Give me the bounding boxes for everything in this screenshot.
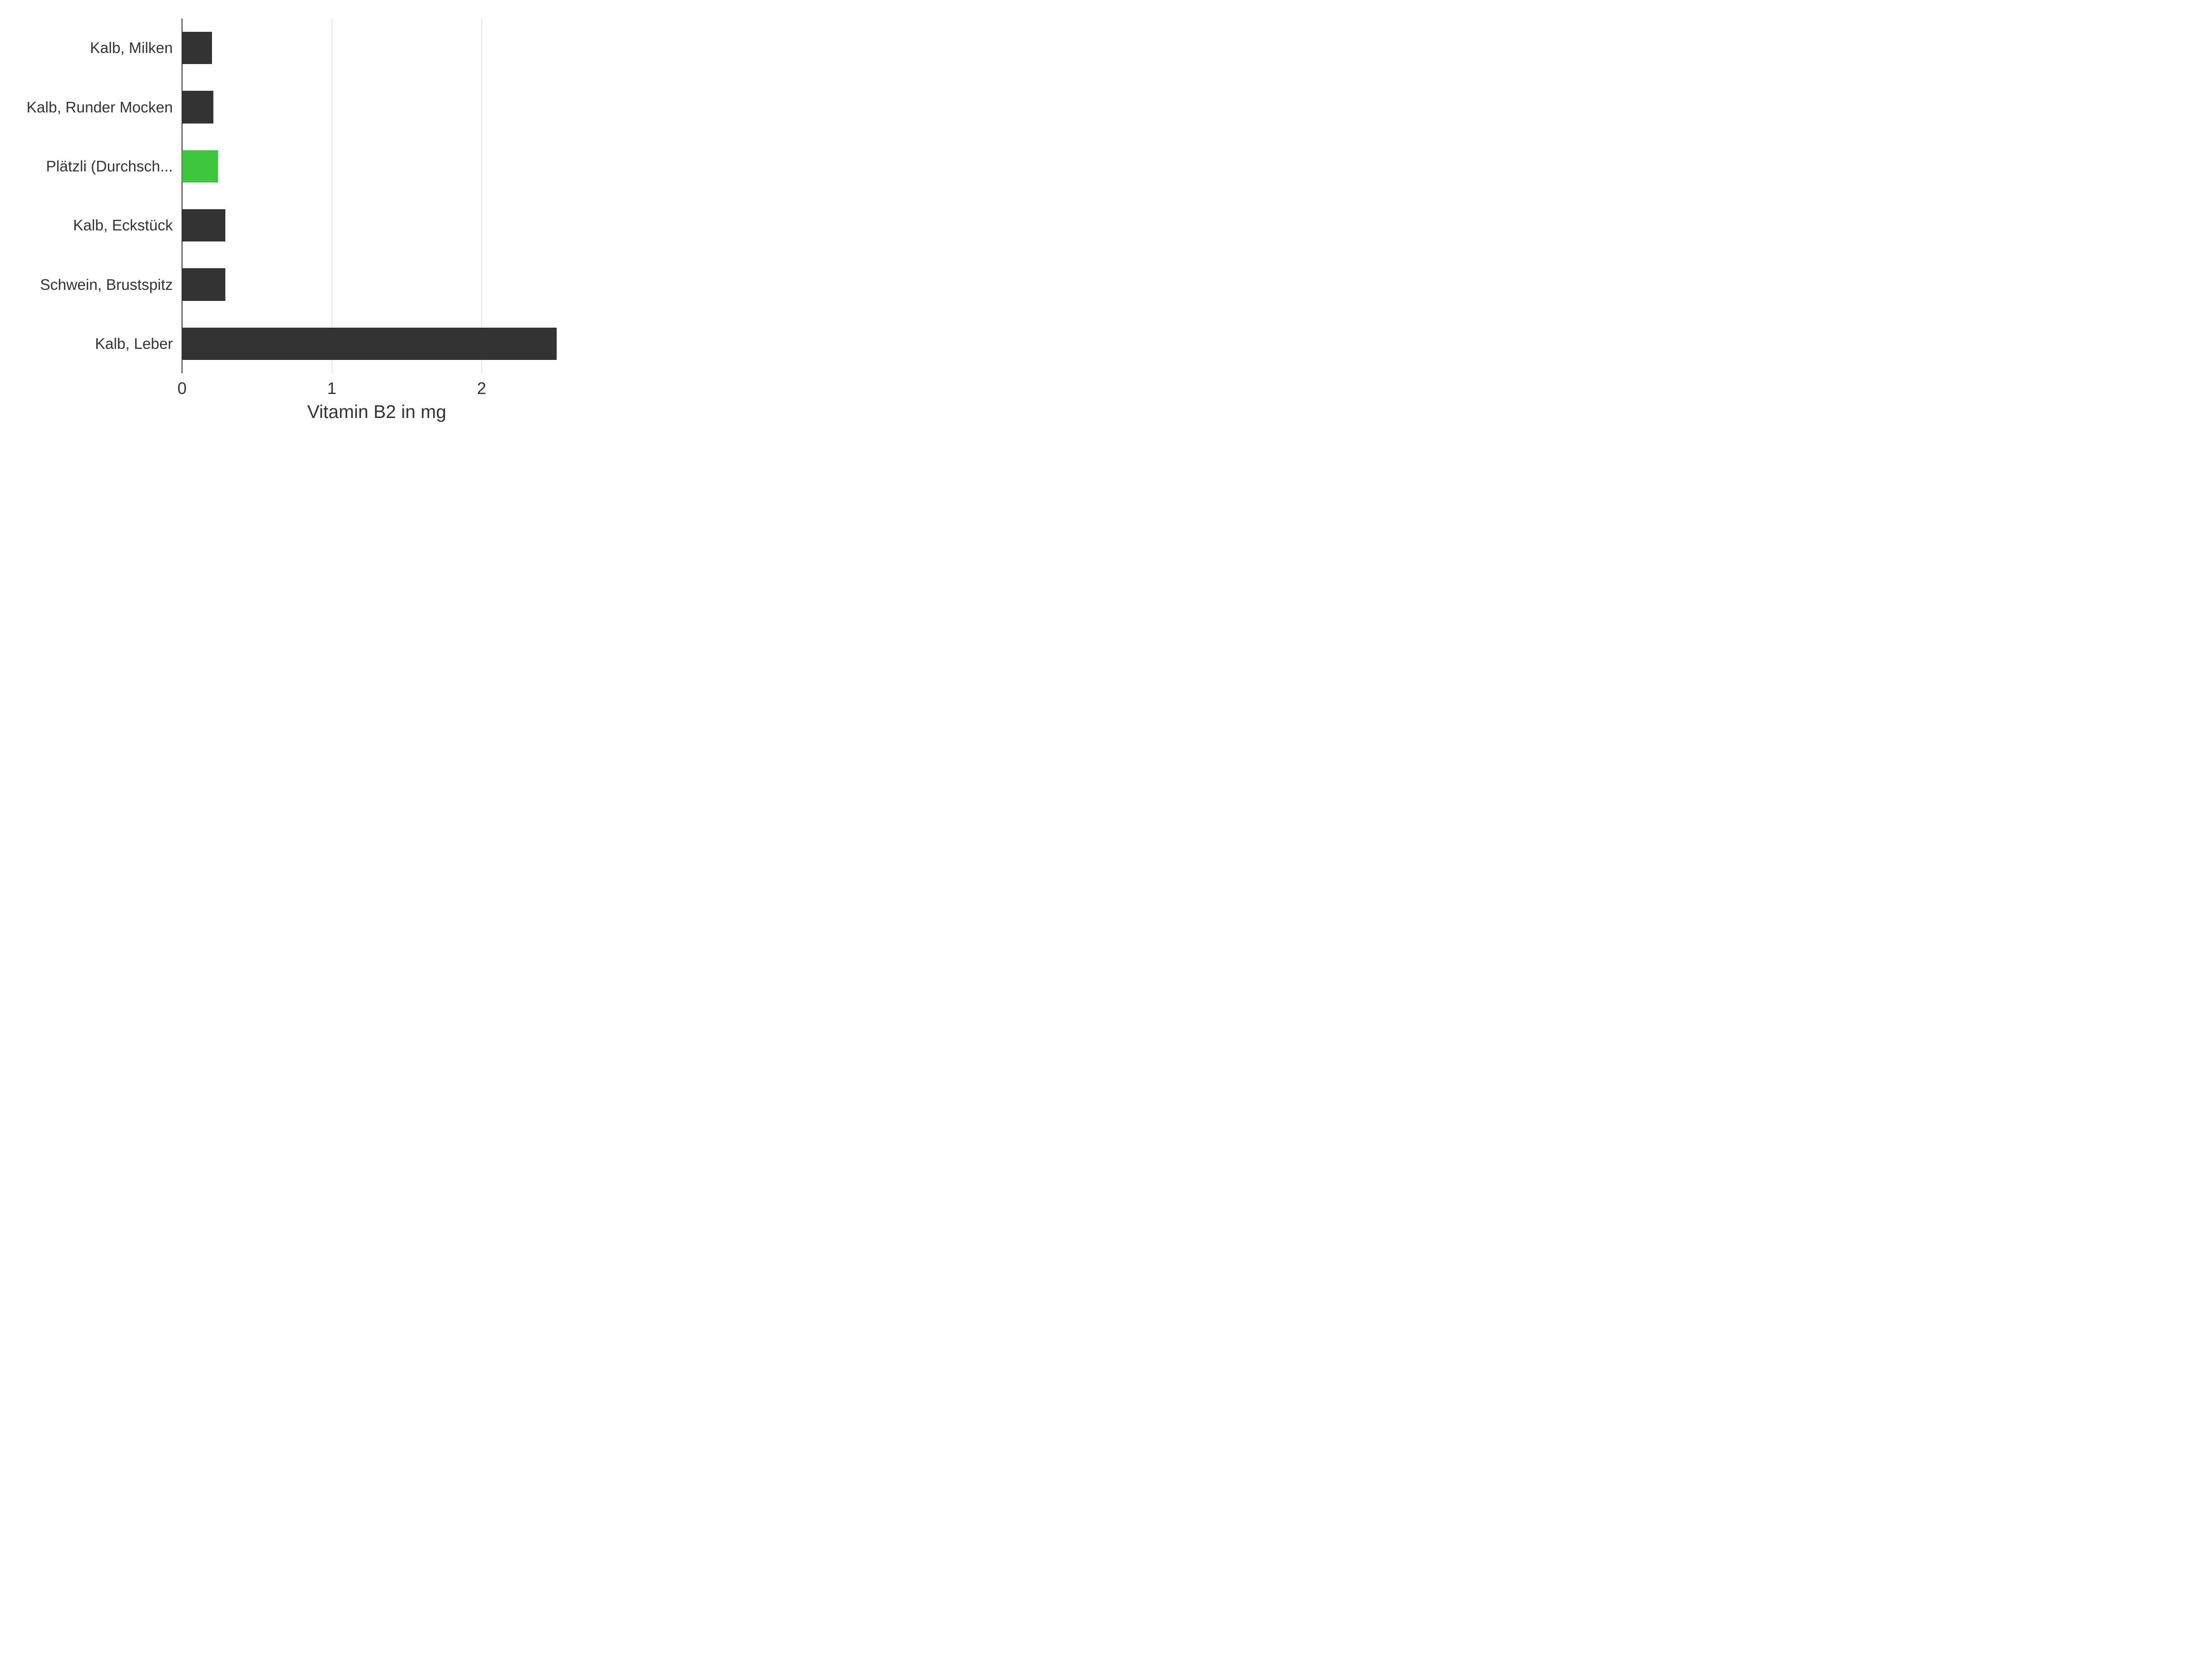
y-category-label: Kalb, Eckstück [73, 217, 173, 234]
vitamin-b2-bar-chart: 0 1 2 Kalb, Milken Kalb, Runder Mocken Plätzl… [0, 0, 590, 442]
y-category-label: Kalb, Milken [90, 39, 173, 57]
y-category-label: Plätzli (Durchsch... [46, 158, 173, 175]
x-tick-label: 2 [477, 379, 486, 398]
plot-area [182, 18, 571, 373]
y-category-label: Kalb, Runder Mocken [27, 99, 173, 116]
bar [182, 150, 218, 183]
x-tick-label: 1 [327, 379, 336, 398]
bar [182, 268, 225, 301]
y-category-label: Kalb, Leber [95, 335, 173, 353]
bar [182, 91, 213, 124]
x-tick-label: 0 [177, 379, 187, 398]
bar [182, 32, 212, 65]
bar [182, 328, 557, 360]
x-axis-title: Vitamin B2 in mg [182, 402, 571, 423]
bar [182, 209, 225, 242]
y-category-label: Schwein, Brustspitz [40, 276, 173, 294]
